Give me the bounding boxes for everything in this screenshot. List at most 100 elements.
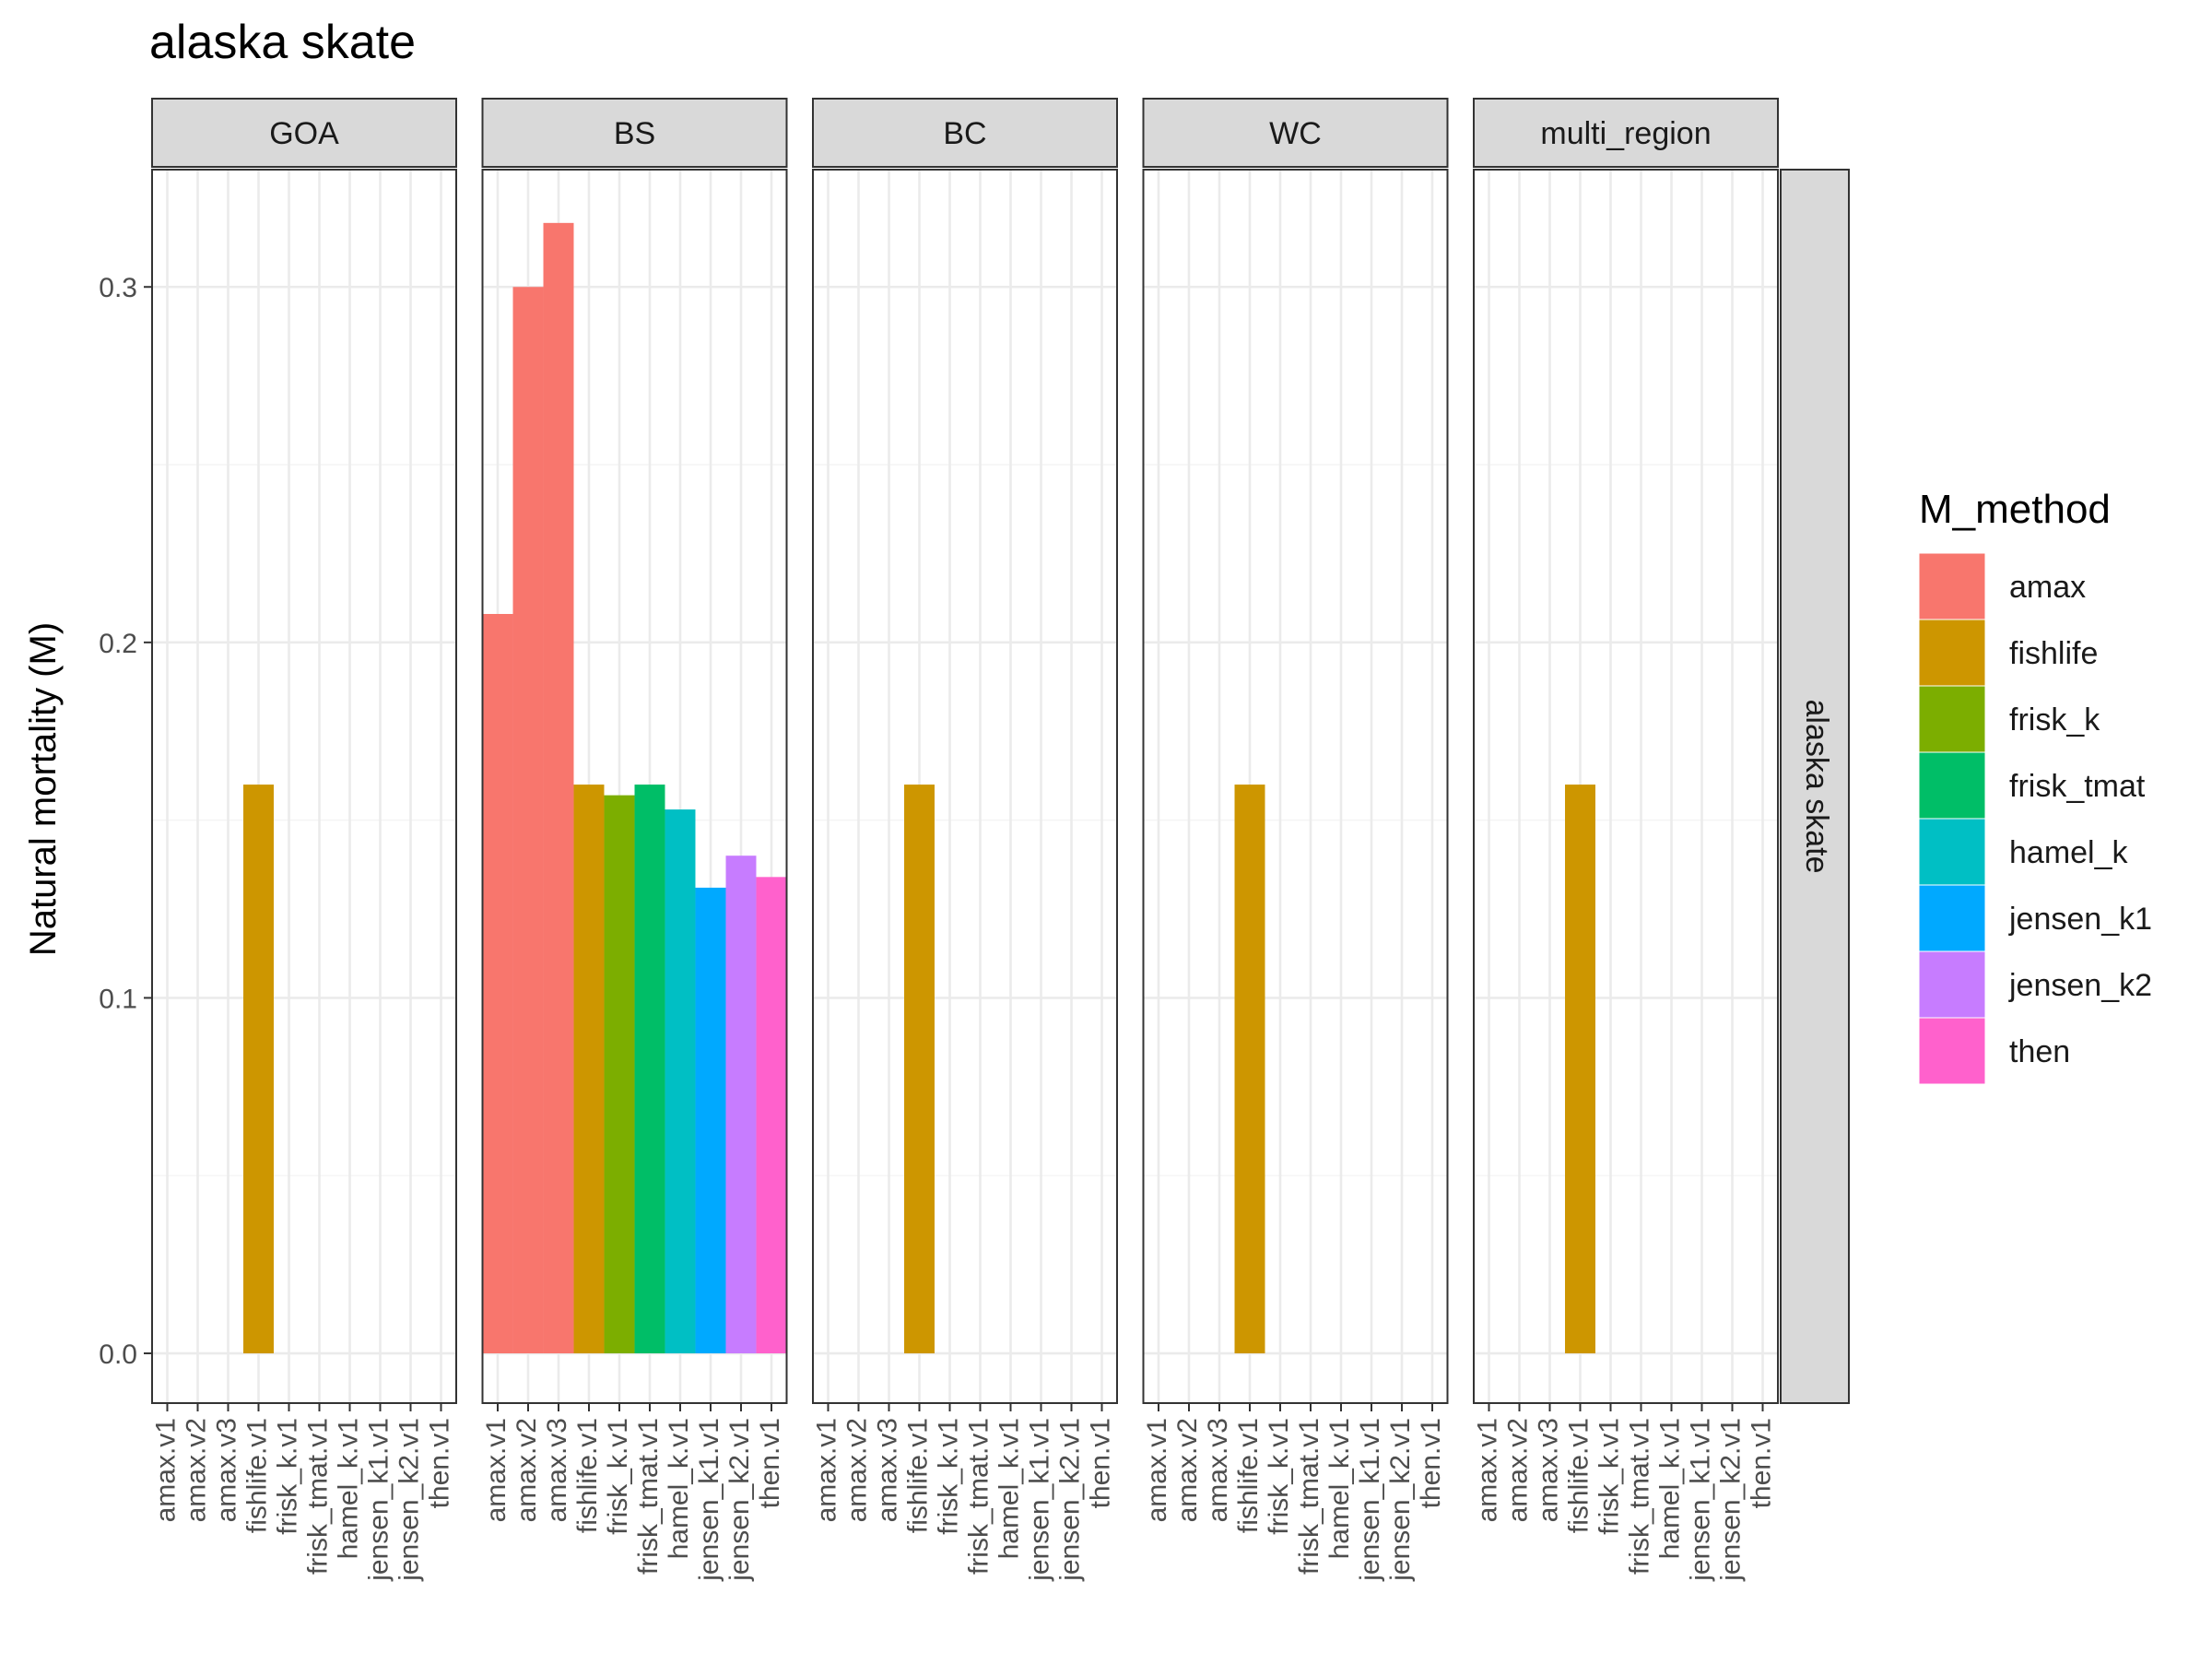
x-tick-label: frisk_tmat.v1 xyxy=(1624,1418,1654,1575)
panel-background xyxy=(1143,170,1448,1403)
legend-item-fishlife: fishlife xyxy=(1918,619,2098,687)
strip-background xyxy=(812,98,1118,168)
bar-BS-fishlife.v1 xyxy=(573,785,605,1354)
legend-item-jensen_k1: jensen_k1 xyxy=(1918,884,2152,952)
x-tick-label: then.v1 xyxy=(1746,1418,1776,1508)
x-tick-label: fishlife.v1 xyxy=(572,1418,603,1533)
legend-label: frisk_tmat xyxy=(2009,769,2146,804)
x-tick-label: hamel_k.v1 xyxy=(664,1418,694,1559)
x-tick-label: fishlife.v1 xyxy=(241,1418,272,1533)
x-tick-label: hamel_k.v1 xyxy=(1654,1418,1685,1559)
x-tick-label: hamel_k.v1 xyxy=(333,1418,363,1559)
legend-label: jensen_k1 xyxy=(2008,902,2152,937)
x-tick-label: then.v1 xyxy=(1416,1418,1446,1508)
panel-border xyxy=(1473,169,1779,1404)
x-tick-label: frisk_k.v1 xyxy=(603,1418,633,1535)
panel-border xyxy=(481,169,788,1404)
x-tick-label: amax.v1 xyxy=(150,1418,181,1522)
x-tick-label: amax.v1 xyxy=(1472,1418,1502,1522)
strip-label: GOA xyxy=(269,116,339,151)
legend-key-jensen_k1 xyxy=(1918,884,1986,952)
bar-WC-fishlife.v1 xyxy=(1234,785,1265,1354)
bar-BS-amax.v1 xyxy=(482,613,513,1354)
legend-item-frisk_k: frisk_k xyxy=(1918,685,2100,753)
legend-label: jensen_k2 xyxy=(2008,968,2152,1003)
legend-label: fishlife xyxy=(2009,636,2098,671)
bar-GOA-fishlife.v1 xyxy=(243,785,274,1354)
y-tick-label: 0.1 xyxy=(99,984,137,1014)
y-tick-label: 0.0 xyxy=(99,1339,137,1370)
x-tick-label: jensen_k2.v1 xyxy=(1054,1418,1085,1582)
y-tick-label: 0.2 xyxy=(99,629,137,659)
x-tick-label: jensen_k1.v1 xyxy=(694,1418,724,1582)
x-tick-label: frisk_k.v1 xyxy=(1264,1418,1294,1535)
legend-items: amax fishlife frisk_k frisk_tmat hamel_kjens… xyxy=(1918,552,2152,1085)
legend-key-jensen_k2 xyxy=(1918,950,1986,1019)
legend-item-hamel_k: hamel_k xyxy=(1918,818,2129,886)
x-tick-label: amax.v3 xyxy=(1203,1418,1233,1522)
x-tick-label: hamel_k.v1 xyxy=(1324,1418,1355,1559)
bar-BS-jensen_k1.v1 xyxy=(695,887,726,1354)
legend-label: frisk_k xyxy=(2009,702,2100,738)
legend-key-then xyxy=(1918,1017,1986,1085)
x-tick-label: then.v1 xyxy=(424,1418,454,1508)
x-tick-label: fishlife.v1 xyxy=(1563,1418,1594,1533)
x-tick-label: frisk_tmat.v1 xyxy=(1294,1418,1324,1575)
x-tick-label: frisk_tmat.v1 xyxy=(963,1418,994,1575)
legend-label: hamel_k xyxy=(2009,835,2129,870)
x-tick-label: amax.v3 xyxy=(872,1418,902,1522)
legend-label: then xyxy=(2009,1034,2070,1069)
strip-label: BC xyxy=(943,116,986,151)
legend-item-then: then xyxy=(1918,1017,2070,1085)
strip-background xyxy=(1142,98,1449,168)
x-tick-label: amax.v1 xyxy=(481,1418,512,1522)
strip-background xyxy=(151,98,457,168)
chart-title: alaska skate xyxy=(149,16,416,69)
bar-BS-amax.v3 xyxy=(543,222,574,1354)
y-axis-title: Natural mortality (M) xyxy=(23,622,64,956)
y-tick-label: 0.3 xyxy=(99,273,137,303)
x-tick-label: jensen_k1.v1 xyxy=(363,1418,394,1582)
panel-border xyxy=(812,169,1118,1404)
x-tick-label: amax.v2 xyxy=(1172,1418,1203,1522)
x-tick-label: jensen_k2.v1 xyxy=(1715,1418,1746,1582)
x-tick-label: jensen_k1.v1 xyxy=(1024,1418,1054,1582)
x-tick-label: frisk_k.v1 xyxy=(272,1418,302,1535)
strip-background xyxy=(1473,98,1779,168)
row-strip-background xyxy=(1780,169,1850,1404)
legend-item-frisk_tmat: frisk_tmat xyxy=(1918,751,2146,820)
x-tick-label: amax.v3 xyxy=(542,1418,572,1522)
panel-background xyxy=(152,170,456,1403)
bar-BS-frisk_tmat.v1 xyxy=(634,785,665,1354)
legend-title: M_method xyxy=(1919,487,2111,532)
x-tick-label: amax.v2 xyxy=(841,1418,872,1522)
legend-key-frisk_tmat xyxy=(1918,751,1986,820)
facet-multi_region: multi_region amax.v1 amax.v2 amax.v3 fishlif… xyxy=(1472,98,1779,1582)
strip-background xyxy=(481,98,788,168)
strip-label: multi_region xyxy=(1540,116,1711,151)
x-tick-label: frisk_tmat.v1 xyxy=(302,1418,333,1575)
row-strip-label: alaska skate xyxy=(1799,700,1834,874)
legend-key-frisk_k xyxy=(1918,685,1986,753)
panel-background xyxy=(1474,170,1778,1403)
x-tick-label: jensen_k1.v1 xyxy=(1685,1418,1715,1582)
x-tick-label: amax.v2 xyxy=(181,1418,211,1522)
x-tick-label: then.v1 xyxy=(1085,1418,1115,1508)
x-tick-label: amax.v1 xyxy=(811,1418,841,1522)
x-tick-label: hamel_k.v1 xyxy=(994,1418,1024,1559)
bar-multi_region-fishlife.v1 xyxy=(1565,785,1595,1354)
legend-key-fishlife xyxy=(1918,619,1986,687)
x-tick-label: amax.v1 xyxy=(1142,1418,1172,1522)
bar-BC-fishlife.v1 xyxy=(904,785,935,1354)
x-tick-label: jensen_k1.v1 xyxy=(1355,1418,1385,1582)
bar-BS-amax.v2 xyxy=(512,287,544,1354)
legend-label: amax xyxy=(2009,570,2086,605)
x-tick-label: jensen_k2.v1 xyxy=(724,1418,755,1582)
bar-BS-then.v1 xyxy=(756,877,787,1354)
